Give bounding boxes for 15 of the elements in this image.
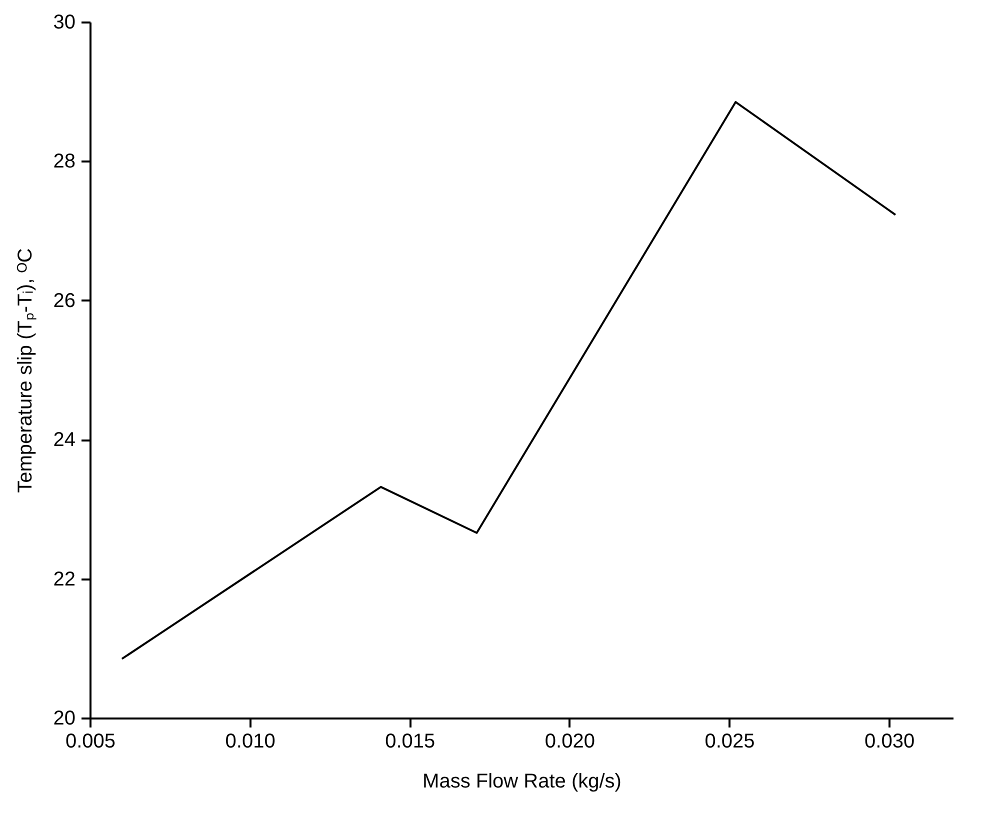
y-tick-label: 24	[53, 429, 76, 452]
y-tick-label: 30	[53, 12, 76, 34]
x-axis-title: Mass Flow Rate (kg/s)	[422, 770, 622, 792]
y-tick-label: 26	[53, 290, 76, 312]
y-tick-label: 20	[53, 708, 76, 730]
line-series	[120, 101, 896, 660]
x-tick-label: 0.030	[864, 730, 915, 752]
x-tick-label: 0.005	[65, 730, 116, 752]
y-tick-label: 22	[53, 568, 76, 590]
y-axis-title: Temperature slip (Tₚ-Tᵢ), ᴼC	[14, 248, 36, 493]
y-tick-label: 28	[53, 150, 76, 173]
x-tick-label: 0.010	[225, 730, 276, 752]
x-tick-label: 0.020	[544, 730, 595, 752]
x-tick-label: 0.025	[704, 730, 755, 752]
x-tick-label: 0.015	[385, 730, 436, 752]
